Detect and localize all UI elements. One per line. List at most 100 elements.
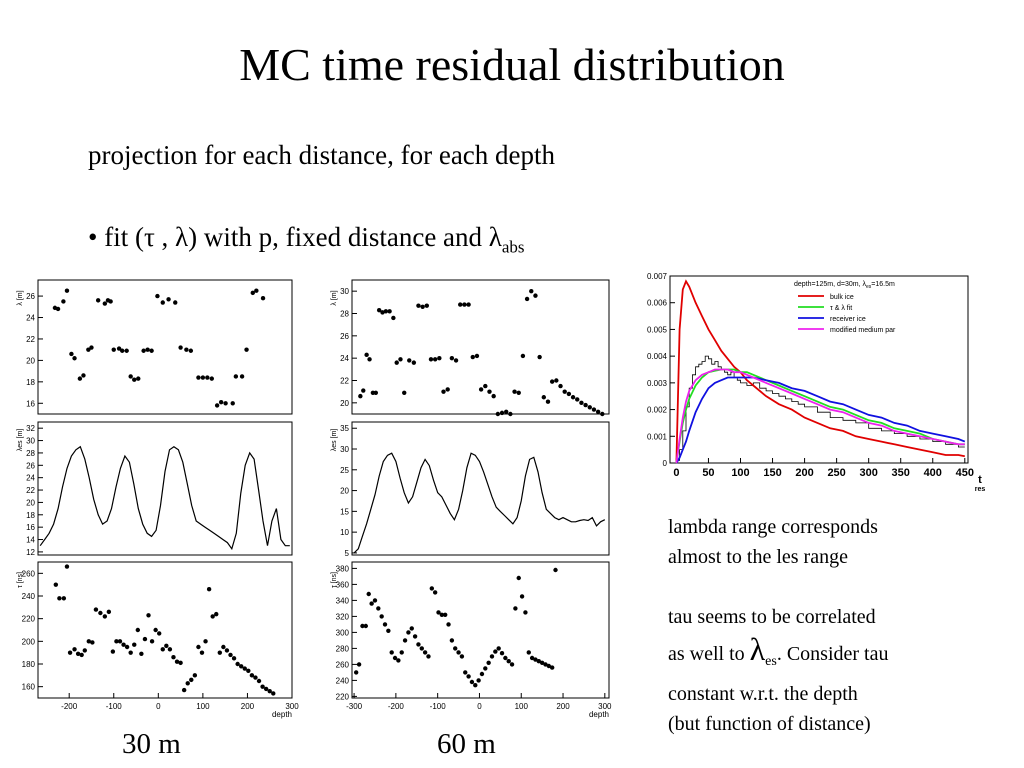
left-bottom-xtick-label: 0 bbox=[156, 702, 161, 711]
left-top-point bbox=[166, 297, 171, 302]
note-lambda: λ bbox=[749, 631, 766, 667]
left-top-point bbox=[200, 375, 206, 380]
left-bottom-point bbox=[164, 643, 169, 649]
right-top-point bbox=[462, 302, 467, 307]
right-bottom-point bbox=[399, 650, 404, 655]
left-top-point bbox=[111, 347, 116, 352]
right-top-point bbox=[453, 358, 459, 363]
left-bottom-point bbox=[153, 627, 158, 633]
left-middle-ytick-label: 16 bbox=[26, 523, 35, 532]
note-line-3: tau seems to be correlated bbox=[668, 606, 876, 628]
right-bottom-xtick-label: 0 bbox=[477, 702, 482, 711]
left-bottom-point bbox=[117, 639, 123, 644]
right-bottom-point bbox=[529, 655, 535, 661]
right-bottom-point bbox=[553, 567, 558, 573]
right-bottom-point bbox=[439, 612, 445, 617]
left-bottom-xtick-label: 300 bbox=[285, 702, 299, 711]
left-top-point bbox=[196, 375, 201, 380]
right-bottom-point bbox=[509, 662, 515, 667]
left-middle-ytick-label: 24 bbox=[26, 474, 35, 483]
right-top-point bbox=[533, 293, 538, 298]
right-top-point bbox=[470, 354, 475, 360]
left-bottom-ylabel: τ [ns] bbox=[17, 572, 24, 588]
left-bottom-frame bbox=[37, 561, 293, 699]
right-bottom-point bbox=[379, 614, 384, 619]
right-top-point bbox=[591, 407, 597, 412]
inset-legend-label: receiver ice bbox=[830, 316, 866, 323]
right-top-point bbox=[407, 358, 412, 363]
right-bottom-point bbox=[536, 659, 541, 664]
right-bottom-point bbox=[513, 606, 518, 611]
left-bottom-xtick-label: 100 bbox=[196, 702, 210, 711]
right-bottom-point bbox=[466, 674, 471, 679]
left-top-ytick-label: 20 bbox=[26, 356, 35, 365]
right-bottom-point bbox=[543, 662, 548, 667]
right-top-point bbox=[558, 383, 563, 389]
right-top-point bbox=[600, 411, 605, 417]
right-bottom-point bbox=[376, 606, 381, 611]
right-bottom-point bbox=[483, 666, 488, 671]
left-bottom-point bbox=[139, 651, 144, 656]
left-bottom-point bbox=[132, 642, 137, 647]
inset-series-line bbox=[675, 376, 966, 464]
right-top-ytick-label: 24 bbox=[340, 354, 349, 363]
left-bottom-point bbox=[181, 687, 187, 693]
left-bottom-point bbox=[135, 627, 141, 633]
inset-xtick-label: 400 bbox=[924, 467, 942, 479]
right-top-ytick-label: 22 bbox=[340, 377, 349, 386]
right-top-point bbox=[570, 395, 576, 400]
right-bottom-point bbox=[360, 623, 365, 629]
note-line-4a: as well to bbox=[668, 643, 750, 665]
left-top-point bbox=[239, 374, 245, 379]
left-bottom-point bbox=[221, 644, 226, 650]
right-bottom-point bbox=[372, 598, 378, 603]
note-line-2: almost to the les range bbox=[668, 546, 848, 568]
right-top-point bbox=[499, 410, 505, 416]
left-top-point bbox=[250, 290, 255, 296]
left-top-point bbox=[209, 376, 214, 381]
fit-bullet-text: • fit (τ , λ) with p, fixed distance and… bbox=[88, 222, 502, 252]
right-bottom-point bbox=[499, 651, 505, 656]
left-middle-ytick-label: 14 bbox=[26, 536, 35, 545]
right-top-point bbox=[474, 353, 480, 359]
note-line-4b: . Consider tau bbox=[776, 643, 889, 665]
left-bottom-point bbox=[206, 587, 212, 592]
left-top-point bbox=[108, 299, 113, 304]
right-bottom-point bbox=[516, 575, 521, 581]
inset-ytick-label: 0.003 bbox=[647, 379, 668, 388]
left-bottom-point bbox=[146, 613, 151, 618]
right-top-point bbox=[595, 409, 601, 414]
right-bottom-point bbox=[533, 657, 538, 662]
note-lambda-sub: es bbox=[765, 654, 777, 669]
right-top-point bbox=[373, 390, 379, 395]
left-bottom-point bbox=[72, 647, 77, 652]
right-middle-ytick-label: 35 bbox=[340, 424, 349, 433]
left-bottom-point bbox=[217, 650, 223, 655]
right-top-point bbox=[520, 353, 526, 359]
left-bottom-point bbox=[214, 611, 219, 617]
caption-60m: 60 m bbox=[437, 728, 496, 760]
left-top-point bbox=[89, 345, 94, 350]
right-bottom-point bbox=[369, 601, 374, 606]
right-top-point bbox=[387, 309, 392, 314]
left-top-point bbox=[233, 374, 239, 379]
left-bottom-point bbox=[224, 648, 230, 653]
left-bottom-point bbox=[263, 686, 269, 692]
right-top-point bbox=[508, 411, 513, 417]
left-top-point bbox=[86, 347, 91, 352]
right-bottom-point bbox=[526, 650, 531, 655]
right-top-point bbox=[549, 379, 555, 384]
right-top-point bbox=[545, 399, 551, 404]
inset-series-line bbox=[675, 279, 965, 464]
right-top-point bbox=[367, 357, 372, 362]
left-top-point bbox=[223, 401, 228, 406]
left-bottom-xtick-label: -100 bbox=[106, 702, 123, 711]
left-bottom-point bbox=[249, 673, 255, 678]
right-top-ytick-label: 30 bbox=[340, 287, 349, 296]
left-bottom-point bbox=[228, 652, 233, 658]
inset-series-line bbox=[675, 368, 965, 464]
left-top-point bbox=[173, 300, 178, 305]
right-top-point bbox=[376, 307, 382, 313]
left-top-point bbox=[72, 356, 77, 361]
right-bottom-point bbox=[419, 646, 424, 651]
